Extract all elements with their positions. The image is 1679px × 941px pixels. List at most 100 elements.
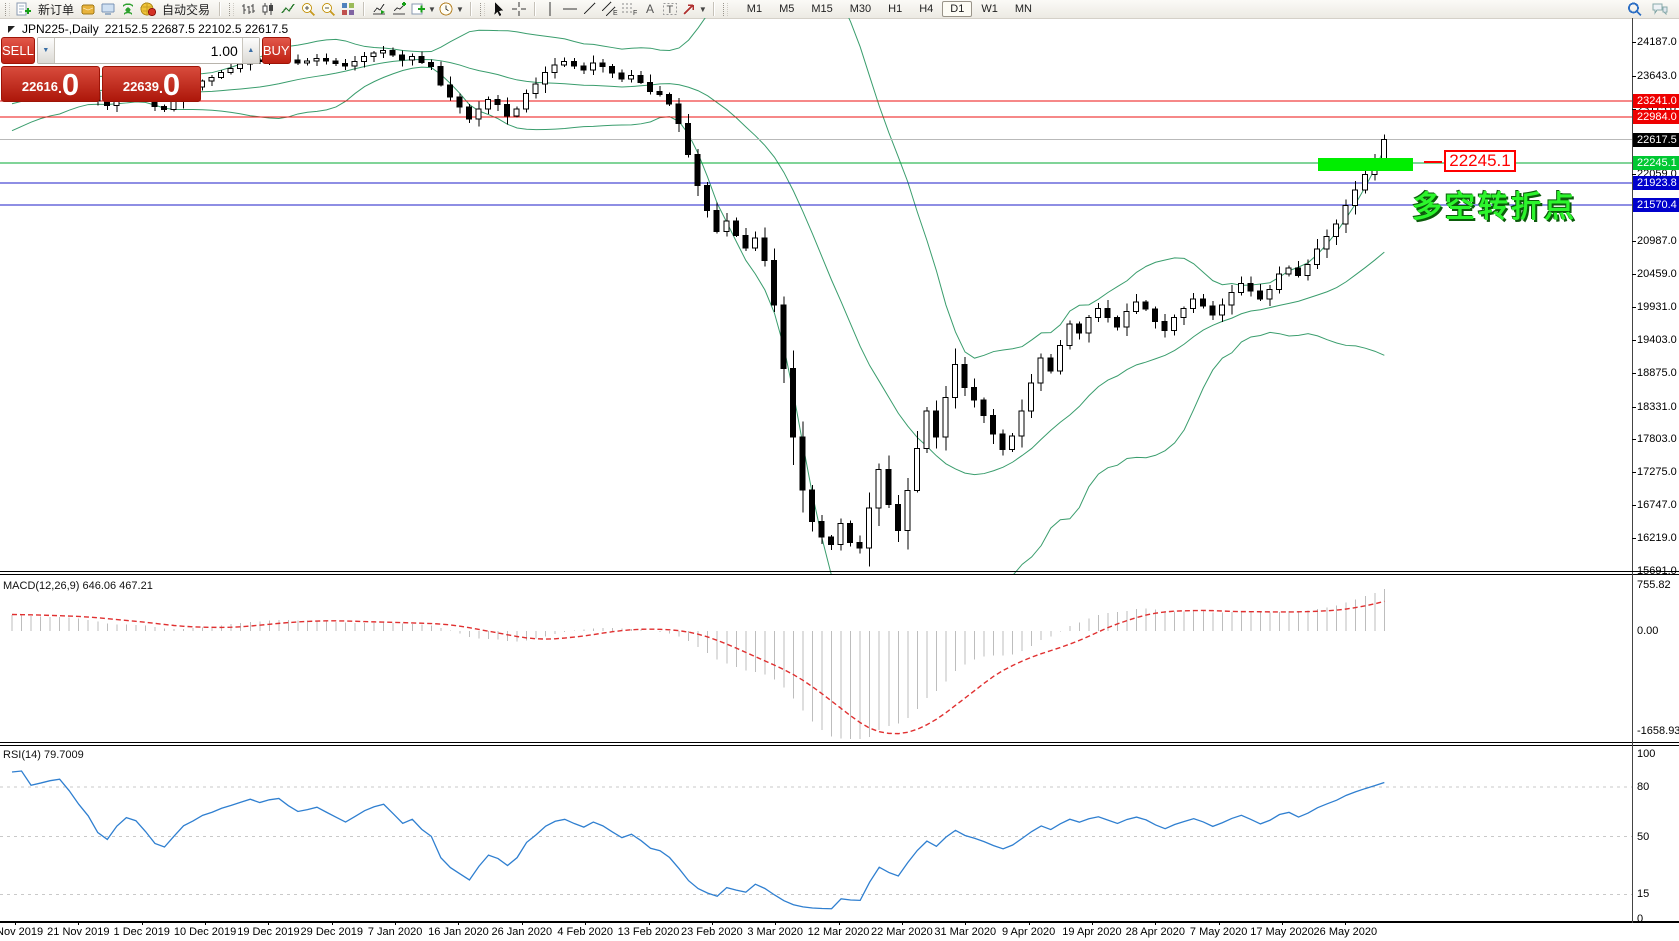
date-label: 21 Nov 2019 <box>47 926 110 938</box>
date-label: 22 Mar 2020 <box>871 926 933 938</box>
indicator-window-button[interactable] <box>390 1 408 18</box>
terminal-button[interactable] <box>99 1 117 18</box>
date-label: 4 Feb 2020 <box>557 926 613 938</box>
date-tick-mark <box>1028 921 1030 925</box>
tile-windows-icon <box>342 3 355 15</box>
rsi-tick: 100 <box>1637 748 1656 760</box>
date-tick-mark <box>395 921 397 925</box>
text-tool-button[interactable]: A <box>641 1 659 18</box>
channel-tool-button[interactable]: E <box>601 1 619 18</box>
autotrade-button[interactable] <box>139 1 157 18</box>
macd-tick: 0.00 <box>1637 625 1659 637</box>
price-tick: 24187.0 <box>1632 36 1679 48</box>
buy-price-display[interactable]: 22639. 0 <box>102 66 201 102</box>
volume-input[interactable] <box>54 38 242 63</box>
timeframe-mn[interactable]: MN <box>1014 3 1032 15</box>
fibonacci-tool-button[interactable]: F <box>621 1 639 18</box>
add-indicator-icon <box>411 3 426 15</box>
line-chart-icon <box>281 3 295 14</box>
macd-label: MACD(12,26,9) 646.06 467.21 <box>3 580 153 592</box>
channel-icon: E <box>601 1 618 17</box>
date-tick-mark <box>775 921 777 925</box>
timeframe-h4[interactable]: H4 <box>919 3 934 15</box>
timeframe-d1[interactable]: D1 <box>942 1 973 17</box>
rsi-panel-separator[interactable] <box>0 742 1679 746</box>
date-tick-mark <box>15 921 16 925</box>
price-tick: 17803.0 <box>1632 433 1679 445</box>
timeframe-w1[interactable]: W1 <box>981 3 998 15</box>
signal-button[interactable] <box>119 1 137 18</box>
date-label: 10 Dec 2019 <box>173 926 237 938</box>
deposit-icon <box>81 4 95 15</box>
crosshair-icon <box>511 2 526 16</box>
main-chart-plot[interactable] <box>0 18 1632 574</box>
fibonacci-icon: F <box>621 3 637 17</box>
textbox-tool-button[interactable]: T <box>661 1 679 18</box>
search-icon[interactable] <box>1626 1 1643 17</box>
arrows-tool-button[interactable]: ▼ <box>681 1 707 18</box>
timeframe-m15[interactable]: M15 <box>811 3 833 15</box>
hline-tool-button[interactable] <box>561 1 579 18</box>
rsi-plot[interactable] <box>0 746 1632 921</box>
sell-price-display[interactable]: 22616. 0 <box>1 66 100 102</box>
vline-tool-button[interactable] <box>541 1 559 18</box>
date-tick-mark <box>585 921 587 925</box>
date-label: 19 Dec 2019 <box>237 926 300 938</box>
tile-windows-button[interactable] <box>339 1 357 18</box>
macd-panel-separator[interactable] <box>0 571 1679 575</box>
price-tick: 15691.0 <box>1632 565 1679 577</box>
period-button[interactable]: ▼ <box>438 1 464 18</box>
candle-chart-button[interactable] <box>259 1 277 18</box>
sell-button[interactable]: SELL <box>1 37 35 64</box>
volume-decrease-button[interactable]: ▼ <box>37 38 55 63</box>
sell-price-main: 22616 <box>21 79 58 94</box>
sell-button-label: SELL <box>2 43 34 58</box>
timeframe-m30[interactable]: M30 <box>849 3 872 15</box>
date-tick-mark <box>1091 921 1093 925</box>
chat-icon[interactable] <box>1651 1 1669 17</box>
trendline-tool-button[interactable] <box>581 1 599 18</box>
price-note-text: 22245.1 <box>1449 151 1511 170</box>
chart-ohlc-values: 22152.5 22687.5 22102.5 22617.5 <box>104 22 289 36</box>
new-order-button[interactable] <box>15 1 33 18</box>
text-box-icon: T <box>662 3 677 16</box>
deposit-button[interactable] <box>79 1 97 18</box>
macd-plot[interactable] <box>0 575 1632 742</box>
timeframe-h1[interactable]: H1 <box>888 3 903 15</box>
rsi-tick: 50 <box>1637 830 1650 843</box>
indicator-subwindow-button[interactable] <box>370 1 388 18</box>
timeframe-m1[interactable]: M1 <box>746 3 763 15</box>
chart-collapse-icon[interactable] <box>8 25 15 33</box>
toolbar-separator <box>219 2 221 16</box>
date-tick-mark <box>1155 921 1157 925</box>
zoom-in-button[interactable] <box>299 1 317 18</box>
autotrade-label[interactable]: 自动交易 <box>162 2 211 17</box>
price-tick: 20459.0 <box>1632 268 1679 280</box>
add-indicator-button[interactable]: ▼ <box>410 1 436 18</box>
rsi-tick: 80 <box>1637 781 1650 793</box>
timeframe-m5[interactable]: M5 <box>779 3 795 15</box>
date-tick-mark <box>901 921 903 925</box>
price-note-box[interactable]: 22245.1 <box>1444 150 1516 172</box>
turning-point-note: 多空转折点 <box>1412 191 1577 224</box>
toolbar-separator <box>363 2 365 16</box>
dropdown-caret-icon: ▼ <box>698 4 707 14</box>
new-order-label[interactable]: 新订单 <box>38 2 75 17</box>
bar-chart-button[interactable] <box>239 1 257 18</box>
cursor-tool-button[interactable] <box>490 1 508 18</box>
toolbar-separator <box>712 2 714 16</box>
zoom-out-button[interactable] <box>319 1 337 18</box>
autotrade-icon <box>140 2 156 17</box>
date-label: 7 Jan 2020 <box>367 926 423 938</box>
volume-increase-button[interactable]: ▲ <box>241 38 259 63</box>
line-chart-button[interactable] <box>279 1 297 18</box>
date-label: 29 Dec 2019 <box>300 926 363 938</box>
toolbar-separator <box>469 2 471 16</box>
buy-button[interactable]: BUY <box>261 37 291 64</box>
date-tick-mark <box>648 921 650 925</box>
date-label: 9 Apr 2020 <box>1001 926 1056 938</box>
price-level-label: 22984.0 <box>1633 109 1679 124</box>
crosshair-tool-button[interactable] <box>510 1 528 18</box>
date-tick-mark <box>458 921 460 925</box>
macd-tick: -1658.93 <box>1637 724 1679 737</box>
